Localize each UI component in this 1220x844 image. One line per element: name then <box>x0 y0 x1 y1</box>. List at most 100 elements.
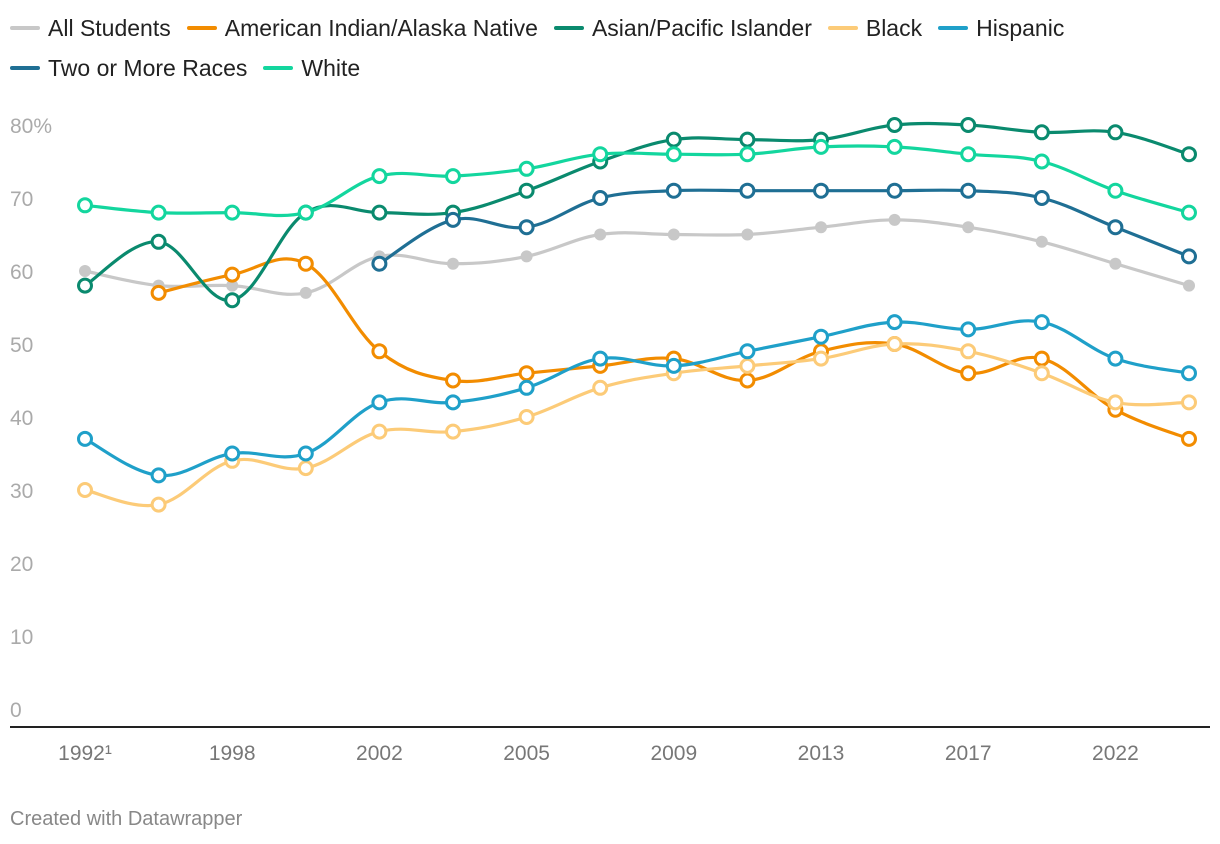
data-point-white <box>518 160 535 177</box>
data-point-white <box>592 146 609 163</box>
y-tick-label: 0 <box>10 699 22 722</box>
legend-item-two-or-more-races: Two or More Races <box>10 54 247 82</box>
x-axis: 1992¹ 1998 2002 2005 2009 2013 2017 2022 <box>10 726 1210 765</box>
legend-item-white: White <box>263 54 360 82</box>
data-point-hispanic <box>150 467 167 484</box>
data-point-all-students <box>962 221 975 234</box>
data-point-white <box>739 146 756 163</box>
y-tick-label: 20 <box>10 553 33 576</box>
y-tick-label: 10 <box>10 626 33 649</box>
data-point-hispanic <box>297 445 314 462</box>
data-point-black <box>960 343 977 360</box>
data-point-all-students <box>741 228 754 241</box>
data-point-two-or-more-races <box>739 182 756 199</box>
series-line-american-indian-alaska-native <box>157 257 1191 441</box>
data-point-white <box>371 168 388 185</box>
data-point-white <box>297 204 314 221</box>
data-point-two-or-more-races <box>1033 190 1050 206</box>
series-line-hispanic <box>83 319 1191 478</box>
data-point-two-or-more-races <box>371 255 388 272</box>
series-line-asian-pacific-islander <box>83 121 1191 302</box>
data-point-black <box>886 336 903 352</box>
legend-swatch <box>186 26 217 30</box>
data-point-hispanic <box>739 343 756 360</box>
data-point-two-or-more-races <box>1181 248 1197 265</box>
x-tick-label: 1998 <box>209 742 256 765</box>
data-point-asian-pacific-islander <box>1107 124 1124 141</box>
data-point-all-students <box>520 250 533 263</box>
chart-legend: All Students American Indian/Alaska Nativ… <box>10 14 1210 82</box>
y-tick-label: 80% <box>10 115 52 138</box>
legend-swatch <box>827 26 858 30</box>
x-tick-label: 2013 <box>798 742 845 765</box>
data-point-all-students <box>299 286 312 299</box>
data-point-all-students <box>447 257 459 270</box>
data-point-hispanic <box>886 314 903 331</box>
data-point-hispanic <box>1181 365 1197 382</box>
data-point-asian-pacific-islander <box>960 117 977 133</box>
data-point-all-students <box>594 228 607 241</box>
data-point-hispanic <box>371 394 388 411</box>
data-point-asian-pacific-islander <box>224 292 241 309</box>
y-tick-label: 50 <box>10 334 33 357</box>
data-point-two-or-more-races <box>445 211 461 228</box>
data-point-hispanic <box>1033 314 1050 331</box>
data-point-american-indian-alaska-native <box>224 266 241 283</box>
data-point-american-indian-alaska-native <box>960 365 977 382</box>
data-point-black <box>739 357 756 374</box>
data-point-two-or-more-races <box>886 182 903 199</box>
data-point-hispanic <box>445 394 461 411</box>
data-point-white <box>665 146 682 163</box>
data-point-black <box>1181 394 1197 411</box>
data-point-hispanic <box>592 350 609 367</box>
data-point-all-students <box>1183 279 1195 292</box>
data-point-two-or-more-races <box>960 182 977 199</box>
data-point-black <box>77 482 93 498</box>
data-point-white <box>1181 204 1197 221</box>
legend-label: American Indian/Alaska Native <box>224 15 538 41</box>
legend-item-hispanic: Hispanic <box>938 14 1064 42</box>
data-point-white <box>886 138 903 155</box>
y-axis: 0 10 20 30 40 50 60 70 80% <box>10 115 52 722</box>
data-point-asian-pacific-islander <box>1033 124 1050 141</box>
data-point-american-indian-alaska-native <box>297 255 314 272</box>
data-point-white <box>150 204 167 221</box>
legend-item-american-indian-alaska-native: American Indian/Alaska Native <box>186 14 538 42</box>
legend-label: All Students <box>48 15 171 41</box>
x-tick-label: 2017 <box>945 742 992 765</box>
data-point-black <box>371 423 388 440</box>
x-tick-label: 2005 <box>503 742 550 765</box>
series-line-all-students <box>83 218 1191 296</box>
data-point-asian-pacific-islander <box>739 131 756 148</box>
legend-label: White <box>301 55 361 81</box>
series-points <box>77 117 1197 513</box>
data-point-hispanic <box>813 328 829 345</box>
data-point-american-indian-alaska-native <box>445 372 461 389</box>
y-tick-label: 30 <box>10 480 33 503</box>
data-point-hispanic <box>665 357 682 374</box>
data-point-black <box>813 350 829 367</box>
data-point-american-indian-alaska-native <box>1181 430 1197 447</box>
data-point-asian-pacific-islander <box>150 233 167 250</box>
line-chart: 0 10 20 30 40 50 60 70 80% 1992¹ 1998 2002 2005 2009… <box>10 115 1210 765</box>
legend-item-asian-pacific-islander: Asian/Pacific Islander <box>553 14 812 42</box>
data-point-american-indian-alaska-native <box>739 372 756 389</box>
data-point-american-indian-alaska-native <box>371 343 388 360</box>
data-point-black <box>150 496 167 513</box>
data-point-black <box>1107 394 1124 411</box>
legend-label: Hispanic <box>976 15 1065 41</box>
legend-label: Two or More Races <box>48 55 248 81</box>
series-line-white <box>83 144 1191 218</box>
data-point-white <box>813 138 829 155</box>
data-point-white <box>445 168 461 185</box>
footer-credit: Created with Datawrapper <box>10 808 243 830</box>
data-point-american-indian-alaska-native <box>150 284 167 301</box>
x-tick-label: 1992¹ <box>58 742 112 765</box>
legend-swatch <box>10 66 40 70</box>
data-point-asian-pacific-islander <box>77 277 93 294</box>
data-point-black <box>518 409 535 425</box>
data-point-black <box>445 423 461 440</box>
data-point-all-students <box>888 213 901 226</box>
legend-swatch <box>263 66 294 70</box>
x-tick-label: 2022 <box>1092 742 1139 765</box>
